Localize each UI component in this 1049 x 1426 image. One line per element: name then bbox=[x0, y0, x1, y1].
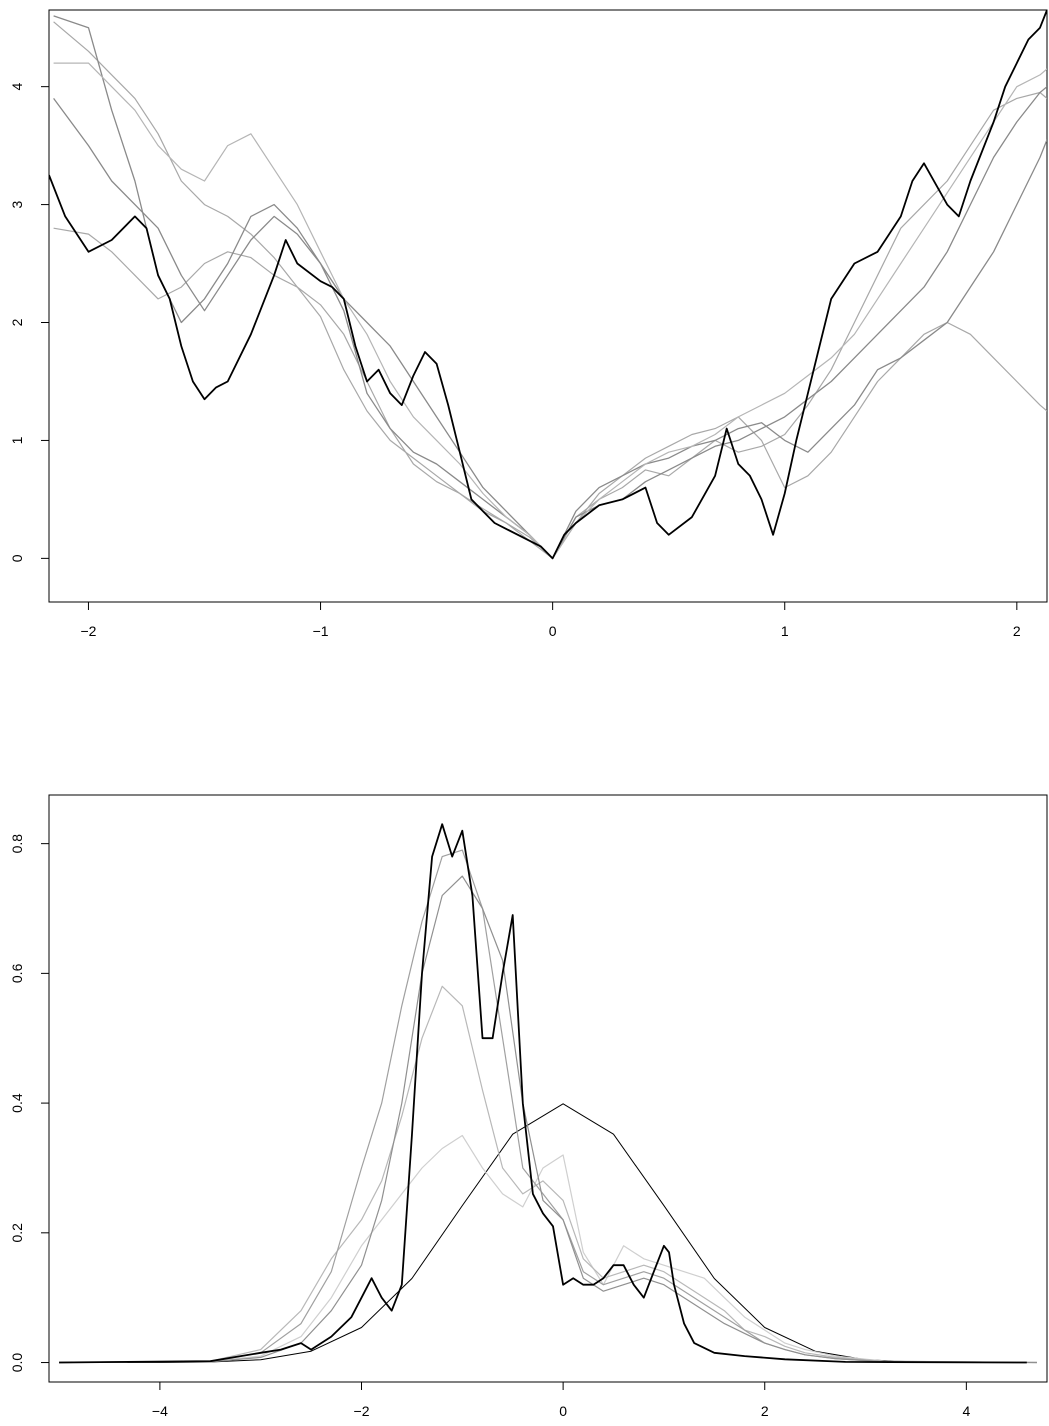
x-axis-top: −2 −1 0 1 2 bbox=[80, 601, 1021, 639]
x-tick-label: −2 bbox=[80, 623, 96, 639]
y-axis-bottom: 0.0 0.2 0.4 0.6 0.8 bbox=[9, 834, 50, 1373]
x-tick-label: 2 bbox=[761, 1403, 769, 1419]
y-tick-label: 4 bbox=[9, 83, 25, 91]
plot-frame-bottom bbox=[48, 794, 1048, 1383]
series-line-2 bbox=[53, 227, 1047, 560]
y-tick-label: 0.0 bbox=[9, 1353, 25, 1373]
x-tick-label: 0 bbox=[559, 1403, 567, 1419]
y-tick-label: 0 bbox=[9, 554, 25, 562]
chart-bottom-densities: −4 −2 0 2 4 0.0 0.2 0.4 0.6 0.8 bbox=[9, 794, 1048, 1419]
chart-top-paths: −2 −1 0 1 2 0 1 2 3 4 bbox=[9, 9, 1048, 639]
series-group-bottom bbox=[59, 823, 1037, 1364]
x-tick-label: 0 bbox=[549, 623, 557, 639]
series-line-4 bbox=[53, 15, 1047, 560]
x-tick-label: 2 bbox=[1013, 623, 1021, 639]
series-line-3 bbox=[53, 98, 1047, 560]
x-axis-bottom: −4 −2 0 2 4 bbox=[152, 1381, 970, 1419]
series-line-4 bbox=[59, 849, 1037, 1364]
series-line-3 bbox=[59, 985, 1037, 1364]
y-tick-label: 0.8 bbox=[9, 834, 25, 854]
series-group-top bbox=[49, 10, 1047, 560]
x-tick-label: −1 bbox=[313, 623, 329, 639]
plot-frame-top bbox=[48, 9, 1048, 603]
y-tick-label: 0.6 bbox=[9, 963, 25, 983]
series-line-6 bbox=[59, 823, 1027, 1364]
y-tick-label: 1 bbox=[9, 436, 25, 444]
y-axis-top: 0 1 2 3 4 bbox=[9, 83, 50, 562]
x-tick-label: −2 bbox=[354, 1403, 370, 1419]
series-line-2 bbox=[59, 1134, 1037, 1364]
y-tick-label: 3 bbox=[9, 200, 25, 208]
series-line-6 bbox=[49, 10, 1047, 560]
y-tick-label: 0.2 bbox=[9, 1223, 25, 1243]
series-line-1 bbox=[59, 1103, 1017, 1363]
x-tick-label: −4 bbox=[152, 1403, 168, 1419]
series-line-5 bbox=[53, 62, 1047, 560]
x-tick-label: 1 bbox=[781, 623, 789, 639]
y-tick-label: 0.4 bbox=[9, 1093, 25, 1113]
x-tick-label: 4 bbox=[962, 1403, 970, 1419]
series-line-1 bbox=[53, 21, 1047, 560]
y-tick-label: 2 bbox=[9, 318, 25, 326]
series-line-5 bbox=[59, 875, 1037, 1364]
